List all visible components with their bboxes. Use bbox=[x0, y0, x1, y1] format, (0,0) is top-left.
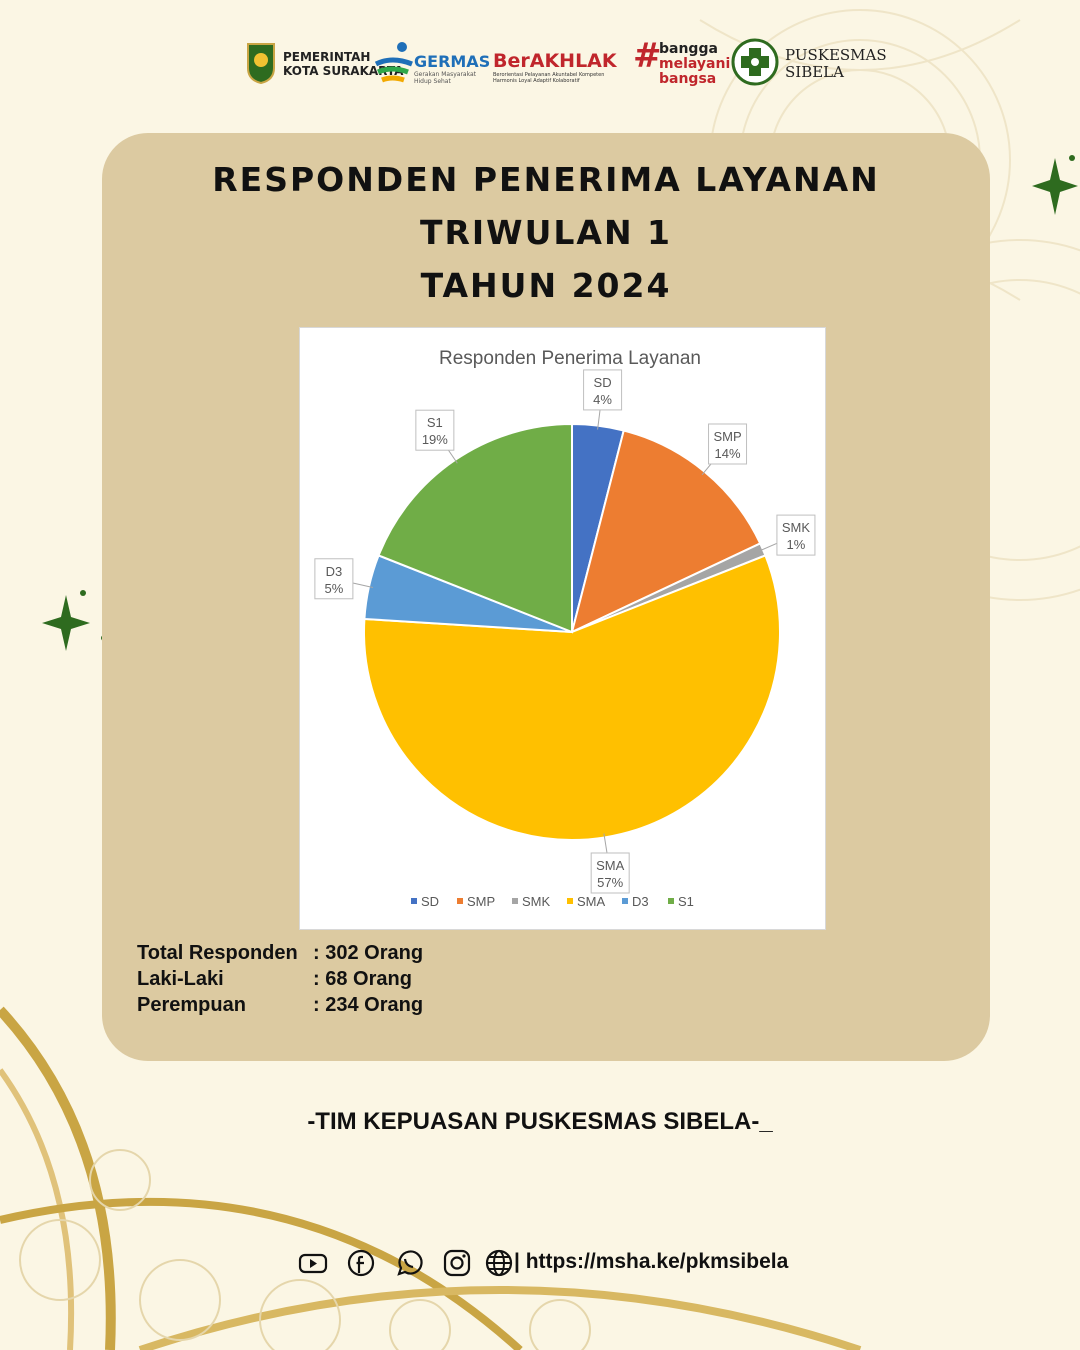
data-label-category: SD bbox=[594, 375, 612, 390]
legend-swatch-d3 bbox=[622, 898, 628, 904]
bangga-logo-text: bangga melayani bangsa bbox=[659, 41, 731, 87]
legend-label-smk: SMK bbox=[522, 894, 551, 909]
page-title-line-1: RESPONDEN PENERIMA LAYANAN bbox=[212, 160, 880, 199]
pie-chart: Responden Penerima Layanan SD 4% SMP 14% SMK… bbox=[314, 348, 816, 909]
stat-label: Laki-Laki bbox=[137, 968, 224, 990]
legend-swatch-smp bbox=[457, 898, 463, 904]
gold-curves bbox=[0, 1006, 862, 1350]
data-label-value: 1% bbox=[787, 537, 806, 552]
legend-label-s1: S1 bbox=[678, 894, 694, 909]
surakarta-crest-icon bbox=[247, 43, 275, 84]
data-label-box bbox=[583, 369, 623, 411]
stat-label: Total Responden bbox=[137, 942, 298, 964]
data-label-category: D3 bbox=[326, 564, 343, 579]
data-label-value: 4% bbox=[593, 392, 612, 407]
facebook-icon[interactable] bbox=[344, 1246, 378, 1280]
data-label-category: SMK bbox=[782, 520, 811, 535]
data-label-box bbox=[776, 514, 816, 556]
team-signature: -TIM KEPUASAN PUSKESMAS SIBELA-_ bbox=[307, 1108, 773, 1135]
stat-value: : 68 Orang bbox=[313, 968, 412, 990]
globe-icon[interactable] bbox=[482, 1246, 516, 1280]
page-title-line-2: TRIWULAN 1 bbox=[419, 213, 673, 252]
data-label-category: SMA bbox=[596, 858, 625, 873]
instagram-icon[interactable] bbox=[440, 1246, 474, 1280]
legend-label-sd: SD bbox=[421, 894, 439, 909]
data-label-box bbox=[590, 852, 630, 894]
puskesmas-cross-icon bbox=[731, 38, 779, 86]
chart-panel: Responden Penerima Layanan SD 4% SMP 14% SMK… bbox=[299, 327, 826, 930]
stat-label: Perempuan bbox=[137, 994, 246, 1016]
page-title-line-3: TAHUN 2024 bbox=[420, 266, 672, 305]
website-link[interactable]: | https://msha.ke/pkmsibela bbox=[514, 1250, 789, 1273]
data-label-box bbox=[314, 558, 354, 600]
data-label-value: 14% bbox=[715, 446, 741, 461]
data-label-category: SMP bbox=[713, 429, 741, 444]
legend-swatch-sma bbox=[567, 898, 573, 904]
legend-label-smp: SMP bbox=[467, 894, 495, 909]
germas-icon bbox=[374, 42, 413, 83]
germas-logo-text: GERMAS Gerakan Masyarakat Hidup Sehat bbox=[414, 52, 491, 85]
header-logos: PEMERINTAH KOTA SURAKARTA GERMAS Gerakan… bbox=[0, 30, 1080, 110]
youtube-icon[interactable] bbox=[296, 1246, 330, 1280]
hashtag-icon: # bbox=[633, 36, 662, 76]
stat-value: : 302 Orang bbox=[313, 942, 424, 964]
legend-swatch-s1 bbox=[668, 898, 674, 904]
legend-swatch-smk bbox=[512, 898, 518, 904]
data-label-box bbox=[415, 409, 455, 451]
data-label-box bbox=[708, 423, 748, 465]
legend-label-d3: D3 bbox=[632, 894, 649, 909]
stat-value: : 234 Orang bbox=[313, 994, 424, 1016]
berakhlak-logo-text: BerAKHLAK Berorientasi Pelayanan Akuntab… bbox=[493, 50, 617, 84]
chart-title: Responden Penerima Layanan bbox=[439, 348, 701, 369]
legend-swatch-sd bbox=[411, 898, 417, 904]
whatsapp-icon[interactable] bbox=[392, 1246, 426, 1280]
pemerintah-logo-text: PEMERINTAH KOTA SURAKARTA bbox=[283, 50, 404, 78]
data-label-category: S1 bbox=[427, 415, 443, 430]
data-label-value: 57% bbox=[597, 875, 623, 890]
puskesmas-logo-text: PUSKESMAS SIBELA bbox=[785, 46, 887, 81]
legend-label-sma: SMA bbox=[577, 894, 606, 909]
data-label-value: 5% bbox=[324, 581, 343, 596]
data-label-value: 19% bbox=[422, 432, 448, 447]
